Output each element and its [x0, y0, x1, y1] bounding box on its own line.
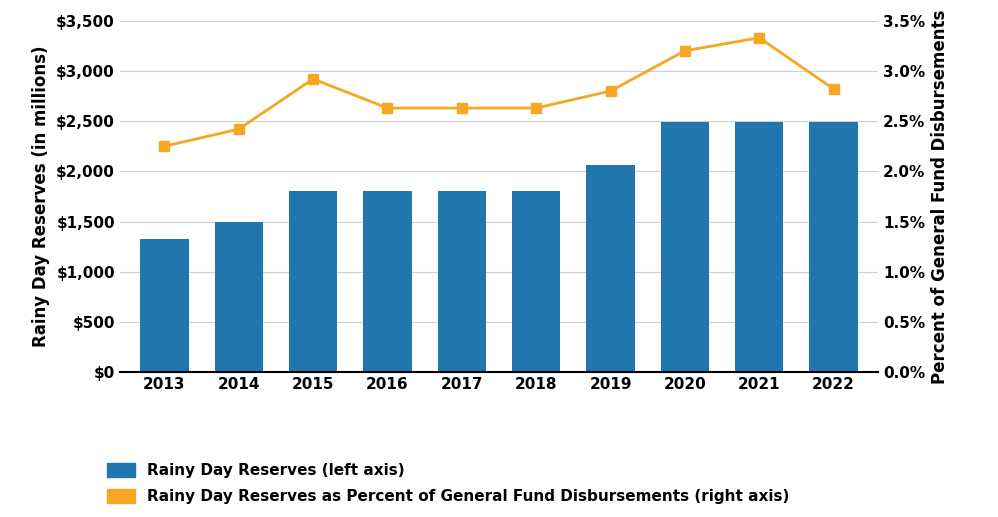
Rainy Day Reserves as Percent of General Fund Disbursements (right axis)	[530, 105, 542, 111]
Y-axis label: Rainy Day Reserves (in millions): Rainy Day Reserves (in millions)	[33, 45, 51, 347]
Rainy Day Reserves as Percent of General Fund Disbursements (right axis)	[307, 76, 319, 82]
Bar	[809, 122, 858, 372]
Bar	[215, 222, 262, 372]
Legend: Rainy Day Reserves (left axis), Rainy Day Reserves as Percent of General Fund Di: Rainy Day Reserves (left axis), Rainy Da…	[108, 463, 789, 504]
Rainy Day Reserves as Percent of General Fund Disbursements (right axis)	[827, 86, 839, 92]
Bar	[140, 239, 189, 372]
Bar	[438, 191, 486, 372]
Rainy Day Reserves as Percent of General Fund Disbursements (right axis)	[233, 126, 245, 132]
Rainy Day Reserves as Percent of General Fund Disbursements (right axis)	[456, 105, 468, 111]
Rainy Day Reserves as Percent of General Fund Disbursements (right axis)	[159, 143, 171, 149]
Rainy Day Reserves as Percent of General Fund Disbursements (right axis)	[679, 48, 691, 54]
Bar	[736, 122, 783, 372]
Bar	[661, 122, 709, 372]
Bar	[512, 191, 560, 372]
Line: Rainy Day Reserves as Percent of General Fund Disbursements (right axis): Rainy Day Reserves as Percent of General…	[160, 33, 838, 151]
Bar	[363, 191, 411, 372]
Rainy Day Reserves as Percent of General Fund Disbursements (right axis)	[753, 35, 765, 41]
Bar	[587, 165, 635, 372]
Bar	[289, 191, 337, 372]
Rainy Day Reserves as Percent of General Fund Disbursements (right axis)	[381, 105, 393, 111]
Y-axis label: Percent of General Fund Disbursements: Percent of General Fund Disbursements	[931, 9, 949, 384]
Rainy Day Reserves as Percent of General Fund Disbursements (right axis)	[605, 88, 617, 94]
